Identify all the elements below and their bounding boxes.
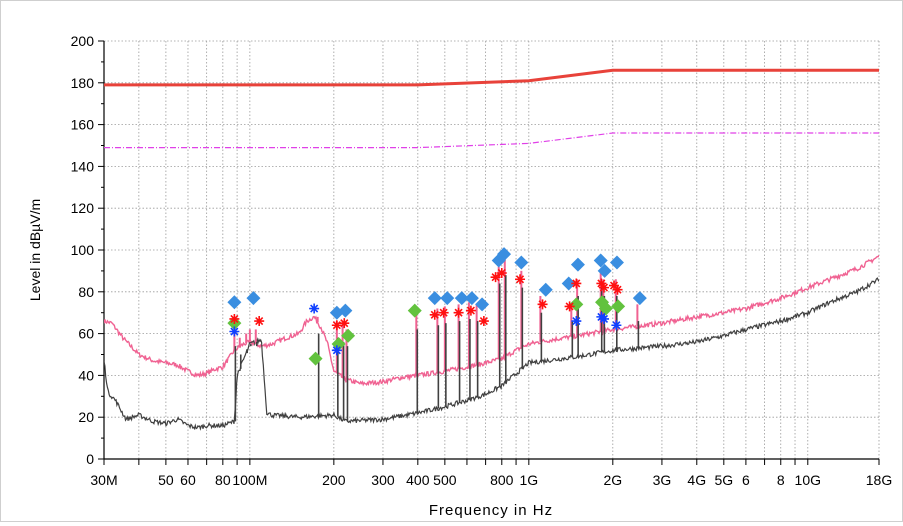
marker-star-red [490, 272, 501, 283]
x-tick-label: 6 [742, 472, 750, 488]
y-tick-label: 20 [78, 409, 94, 425]
y-tick-label: 120 [71, 200, 95, 216]
x-tick-label: 18G [866, 472, 892, 488]
marker-diamond-green [598, 301, 613, 316]
marker-diamond-blue [440, 291, 455, 306]
series-line-limit [104, 68, 879, 87]
y-tick-label: 200 [71, 33, 95, 49]
marker-diamond-blue [246, 291, 261, 306]
y-tick-label: 60 [78, 326, 94, 342]
marker-diamond-blue [475, 297, 490, 312]
y-tick-label: 180 [71, 75, 95, 91]
marker-star-red [331, 320, 342, 331]
x-tick-label: 4G [687, 472, 706, 488]
marker-diamond-blue [597, 263, 612, 278]
marker-diamond-blue [570, 257, 585, 272]
x-tick-label: 50 [158, 472, 174, 488]
marker-diamond-blue [454, 291, 469, 306]
marker-diamond-green [407, 303, 422, 318]
marker-diamond-green [308, 351, 323, 366]
y-tick-label: 100 [71, 242, 95, 258]
axes [98, 40, 880, 465]
series-line-avg [104, 277, 879, 431]
x-axis-label: Frequency in Hz [429, 502, 553, 519]
marker-star-red [229, 313, 240, 324]
x-tick-label: 200 [322, 472, 346, 488]
marker-diamond-blue [464, 291, 479, 306]
marker-star-blue [571, 316, 582, 327]
marker-diamond-blue [632, 291, 647, 306]
series-line-peak [104, 254, 879, 387]
marker-star-blue [229, 326, 240, 337]
marker-star-red [438, 307, 449, 318]
x-tick-label: 8 [777, 472, 785, 488]
marker-star-red [596, 278, 607, 289]
marker-star-red [465, 305, 476, 316]
marker-star-blue [599, 313, 610, 324]
x-tick-label: 10G [795, 472, 821, 488]
marker-star-blue [611, 320, 622, 331]
marker-diamond-blue [338, 303, 353, 318]
y-tick-label: 160 [71, 117, 95, 133]
marker-diamond-blue [427, 291, 442, 306]
marker-star-red [339, 318, 350, 329]
marker-diamond-blue [538, 282, 553, 297]
x-tick-label: 2G [603, 472, 622, 488]
grid-lines [103, 40, 880, 460]
x-tick-label: 100M [232, 472, 267, 488]
marker-diamond-green [341, 328, 356, 343]
marker-diamond-blue [497, 247, 512, 262]
x-tick-label: 60 [180, 472, 196, 488]
marker-diamond-blue [227, 295, 242, 310]
marker-diamond-blue [514, 255, 529, 270]
y-tick-label: 40 [78, 367, 94, 383]
y-tick-label: 0 [86, 451, 94, 467]
series-line-limit2 [104, 132, 879, 149]
marker-star-red [429, 309, 440, 320]
marker-diamond-blue [561, 276, 576, 291]
marker-diamond-blue [593, 253, 608, 268]
marker-star-red [453, 307, 464, 318]
marker-star-red [612, 284, 623, 295]
marker-star-red [515, 274, 526, 285]
marker-star-red [537, 299, 548, 310]
series-group [104, 68, 879, 431]
x-tick-label: 5G [714, 472, 733, 488]
marker-star-red [609, 280, 620, 291]
marker-star-red [571, 278, 582, 289]
markers-group [227, 247, 647, 366]
marker-star-red [254, 316, 265, 327]
x-tick-label: 300 [371, 472, 395, 488]
marker-star-blue [309, 303, 320, 314]
x-tick-label: 1G [519, 472, 538, 488]
marker-star-red [496, 267, 507, 278]
x-tick-label: 3G [653, 472, 672, 488]
marker-star-red [599, 282, 610, 293]
marker-diamond-blue [491, 253, 506, 268]
marker-star-blue [331, 345, 342, 356]
y-tick-label: 140 [71, 158, 95, 174]
x-tick-label: 500 [433, 472, 457, 488]
x-tick-label: 800 [490, 472, 514, 488]
marker-star-red [478, 316, 489, 327]
x-tick-label: 400 [406, 472, 430, 488]
y-axis-label: Level in dBµV/m [27, 199, 43, 301]
marker-star-red [564, 301, 575, 312]
marker-diamond-blue [609, 255, 624, 270]
marker-diamond-green [569, 297, 584, 312]
x-tick-label: 30M [90, 472, 117, 488]
marker-diamond-green [611, 299, 626, 314]
x-tick-label: 80 [215, 472, 231, 488]
y-tick-label: 80 [78, 284, 94, 300]
